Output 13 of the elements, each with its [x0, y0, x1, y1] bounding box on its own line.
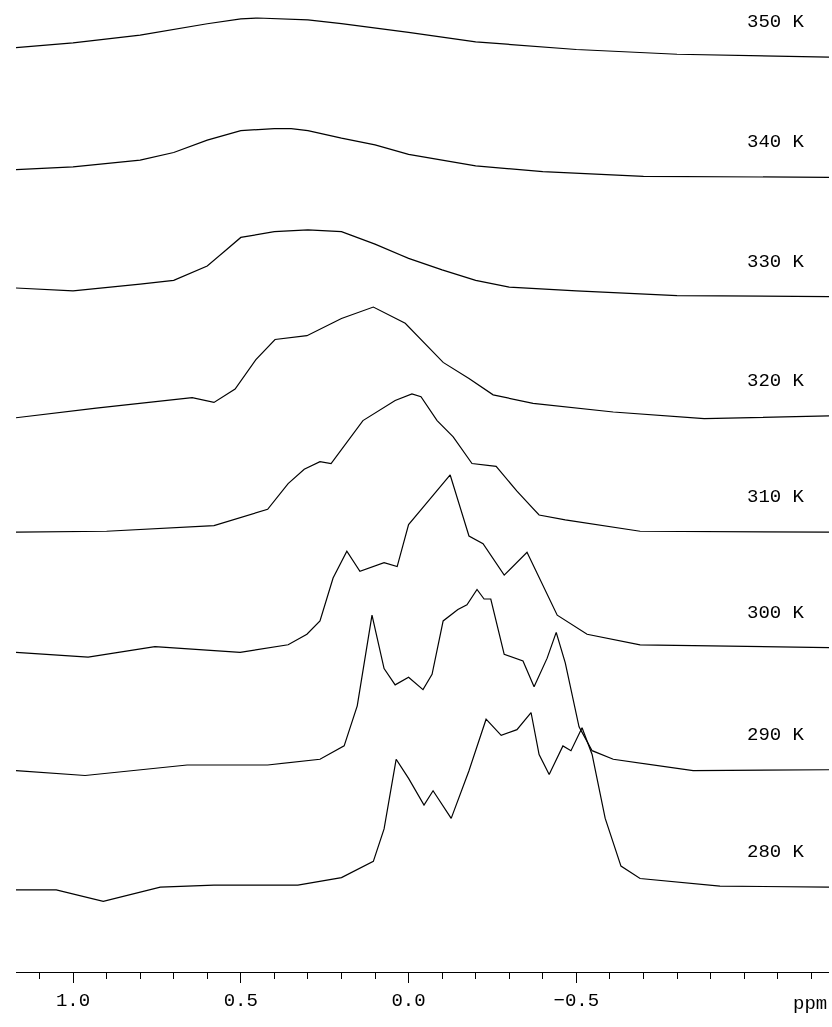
- series-label: 330 K: [747, 251, 805, 273]
- series-label: 320 K: [747, 370, 805, 392]
- series-label: 290 K: [747, 724, 805, 746]
- series-label: 310 K: [747, 486, 805, 508]
- x-tick-label: −0.5: [553, 989, 600, 1012]
- series-label: 280 K: [747, 841, 805, 863]
- x-tick-label: 0.5: [223, 989, 258, 1012]
- x-axis-title: ppm: [793, 993, 828, 1015]
- series-label: 340 K: [747, 131, 805, 153]
- x-tick-label: 1.0: [55, 989, 91, 1012]
- series-label: 300 K: [747, 602, 805, 624]
- series-label: 350 K: [747, 11, 805, 33]
- x-tick-label: 0.0: [391, 989, 426, 1012]
